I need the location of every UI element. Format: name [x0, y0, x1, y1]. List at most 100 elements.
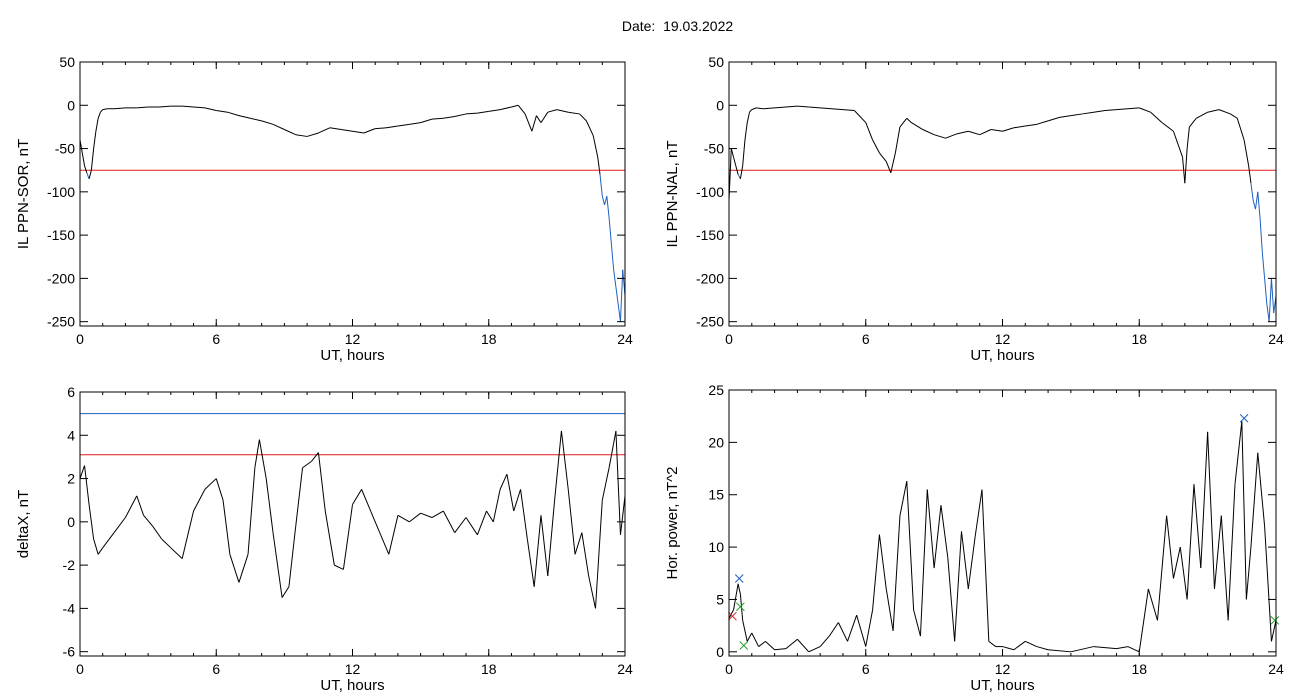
- series-line-0-segment: [1186, 126, 1190, 149]
- series-line-0-segment: [182, 105, 194, 108]
- series-line-0-segment: [619, 495, 626, 535]
- series-line-0-segment: [1161, 122, 1174, 132]
- series-line-0-segment: [872, 534, 880, 610]
- series-line-0-segment: [547, 500, 556, 576]
- series-line-0-segment: [1250, 452, 1259, 548]
- series-line-0-segment: [454, 517, 467, 533]
- series-line-0-segment: [520, 489, 528, 540]
- x-tick-label: 12: [345, 331, 361, 347]
- page-title: Date: 19.03.2022: [621, 18, 734, 34]
- series-line-0-segment: [81, 152, 86, 166]
- series-line-0-segment: [159, 105, 171, 108]
- series-line-0-segment: [1195, 111, 1208, 119]
- series-line-0-segment: [1127, 107, 1140, 110]
- series-line-0-segment: [945, 133, 958, 139]
- x-tick-label: 0: [725, 331, 733, 347]
- series-line-0-segment: [1234, 421, 1243, 485]
- series-line-0-segment: [114, 107, 126, 110]
- x-tick-label: 18: [481, 661, 497, 677]
- series-line-0-segment: [499, 474, 508, 490]
- series-line-0-segment: [1127, 646, 1140, 653]
- series-line-0-segment: [797, 638, 810, 653]
- series-line-0-segment: [1036, 646, 1049, 651]
- y-tick-label: -50: [55, 141, 75, 157]
- series-line-0-segment: [250, 117, 262, 122]
- series-line-0-segment: [161, 538, 172, 549]
- series-line-0-segment: [492, 489, 501, 522]
- series-line-0-segment: [733, 157, 737, 166]
- series-line-0-segment: [341, 129, 353, 132]
- series-line-0-segment: [554, 430, 562, 501]
- y-tick-label: 10: [708, 539, 724, 555]
- series-line-0-segment: [375, 127, 387, 130]
- series-line-0-segment: [329, 127, 342, 131]
- x-tick-label: 6: [862, 661, 870, 677]
- series-line-0-segment: [604, 196, 608, 205]
- plot-frame: [728, 61, 1277, 327]
- series-line-0-segment: [1227, 484, 1236, 621]
- series-line-0-segment: [613, 269, 617, 288]
- series-line-0-segment: [540, 515, 549, 576]
- y-tick-label: 0: [67, 514, 75, 530]
- y-tick-label: -100: [696, 184, 724, 200]
- x-tick-label: 0: [725, 661, 733, 677]
- series-line-0-segment: [606, 196, 610, 218]
- series-line-0-segment: [879, 152, 887, 162]
- series-line-0-segment: [124, 495, 138, 518]
- series-line-0-segment: [1245, 547, 1252, 600]
- series-line-0-segment: [601, 196, 606, 205]
- series-line-0-segment: [102, 108, 108, 111]
- series-line-0-segment: [556, 109, 569, 113]
- series-line-0-segment: [477, 110, 489, 114]
- panel-il-ppn-nal: 0 6 12 18 24 50 0 -50 -100 -150 -200 -250 UT, hours I…: [664, 54, 1284, 364]
- series-line-0-segment: [819, 635, 830, 647]
- series-line-0-segment: [540, 111, 549, 123]
- series-line-0-segment: [913, 609, 921, 637]
- series-line-0-segment: [872, 139, 880, 154]
- series-line-0-segment: [420, 118, 433, 124]
- series-line-0-segment: [742, 139, 746, 166]
- series-line-0-segment: [594, 500, 603, 609]
- series-line-0-segment: [93, 131, 97, 149]
- series-line-0-segment: [261, 120, 274, 125]
- series-line-0-segment: [238, 554, 249, 583]
- series-line-0-segment: [363, 128, 376, 134]
- series-line-0-segment: [601, 467, 610, 501]
- series-line-0-segment: [1257, 452, 1266, 527]
- series-line-0-segment: [742, 620, 748, 642]
- series-line-0-segment: [785, 105, 798, 108]
- y-axis-label: IL PPN-SOR, nT: [15, 139, 32, 249]
- series-line-0-segment: [352, 489, 363, 505]
- series-line-0-segment: [524, 113, 533, 132]
- series-line-0-segment: [751, 632, 760, 647]
- y-tick-label: 0: [716, 97, 724, 113]
- series-line-0-segment: [763, 107, 775, 110]
- series-line-0-segment: [272, 123, 285, 130]
- marker-cross: [728, 611, 737, 621]
- series-line-0-segment: [599, 174, 603, 197]
- series-line-0-segment: [1257, 191, 1261, 218]
- y-tick-label: -100: [47, 184, 75, 200]
- series-line-0-segment: [229, 554, 240, 583]
- x-tick-label: 18: [481, 331, 497, 347]
- series-line-0-segment: [744, 122, 748, 140]
- series-line-0-segment: [856, 615, 867, 647]
- series-line-0-segment: [940, 505, 949, 558]
- series-line-0-segment: [324, 510, 335, 566]
- marker-cross: [736, 602, 745, 612]
- series-line-0-segment: [397, 123, 410, 127]
- series-line-0-segment: [911, 122, 923, 130]
- y-tick-label: -150: [696, 227, 724, 243]
- x-tick-label: 0: [76, 331, 84, 347]
- x-tick-label: 12: [345, 661, 361, 677]
- series-line-0-segment: [1179, 547, 1188, 600]
- series-line-0-segment: [797, 105, 809, 108]
- series-line-0-segment: [1248, 165, 1252, 184]
- series-line-0-segment: [306, 132, 319, 137]
- series-line-0-segment: [967, 536, 976, 590]
- y-tick-label: 25: [708, 382, 724, 398]
- series-line-0-segment: [808, 646, 821, 653]
- series-line-0-segment: [361, 489, 372, 512]
- series-line-0-segment: [574, 532, 583, 555]
